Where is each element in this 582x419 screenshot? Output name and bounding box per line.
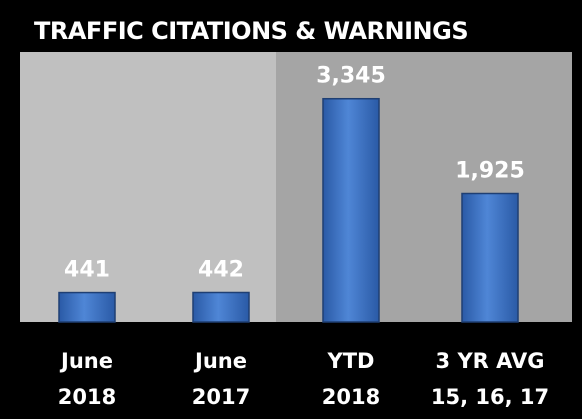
x-tick-label: June xyxy=(59,349,113,373)
x-tick-label: 3 YR AVG xyxy=(436,349,545,373)
bar xyxy=(461,192,519,323)
x-tick-label: 2017 xyxy=(192,385,250,409)
bar xyxy=(58,291,116,323)
x-tick-label: 2018 xyxy=(322,385,380,409)
value-label: 441 xyxy=(64,258,110,283)
value-label: 442 xyxy=(198,257,244,282)
x-tick-label: YTD xyxy=(327,349,375,373)
chart-title: TRAFFIC CITATIONS & WARNINGS xyxy=(34,17,468,45)
x-tick-label: 2018 xyxy=(58,385,116,409)
value-label: 3,345 xyxy=(316,64,386,89)
bar xyxy=(192,291,250,323)
value-label: 1,925 xyxy=(455,159,525,184)
x-tick-label: June xyxy=(193,349,247,373)
x-tick-label: 15, 16, 17 xyxy=(431,385,549,409)
bar xyxy=(322,97,380,323)
panel-left xyxy=(20,52,276,322)
panel-right xyxy=(276,52,572,322)
